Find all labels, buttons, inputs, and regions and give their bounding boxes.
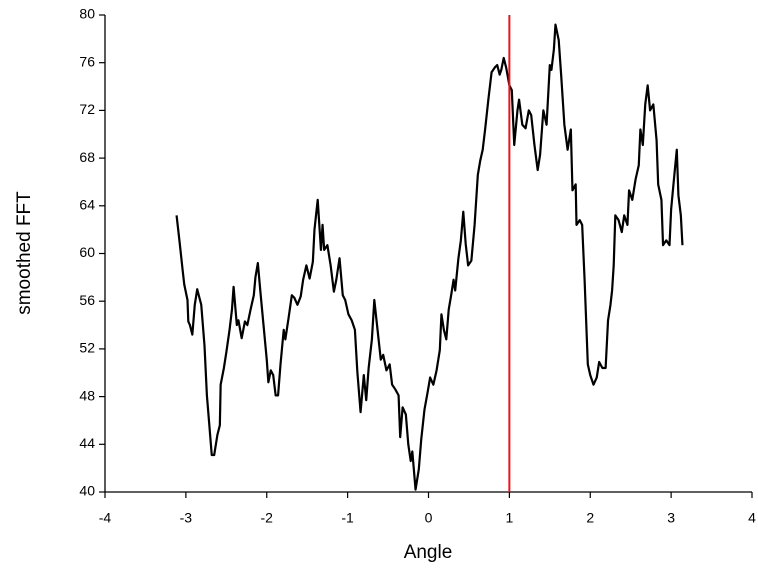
y-tick-label: 52 [79,340,95,356]
x-tick-label: 1 [505,510,513,526]
x-tick-label: -2 [261,510,274,526]
x-tick-label: -1 [341,510,354,526]
x-tick-label: 2 [586,510,594,526]
x-tick-label: 3 [667,510,675,526]
y-tick-label: 60 [79,244,95,260]
y-tick-label: 56 [79,292,95,308]
x-tick-label: -3 [180,510,193,526]
x-tick-label: 4 [748,510,756,526]
x-tick-label: 0 [425,510,433,526]
y-axis-title: smoothed FFT [14,191,35,315]
x-axis-title: Angle [404,542,453,563]
y-tick-label: 80 [79,6,95,22]
x-tick-label: -4 [99,510,112,526]
y-tick-label: 72 [79,101,95,117]
y-tick-label: 64 [79,197,95,213]
data-line [175,23,684,491]
y-tick-label: 76 [79,53,95,69]
y-tick-label: 68 [79,149,95,165]
y-tick-label: 44 [79,435,95,451]
y-tick-label: 48 [79,387,95,403]
y-tick-label: 40 [79,483,95,499]
